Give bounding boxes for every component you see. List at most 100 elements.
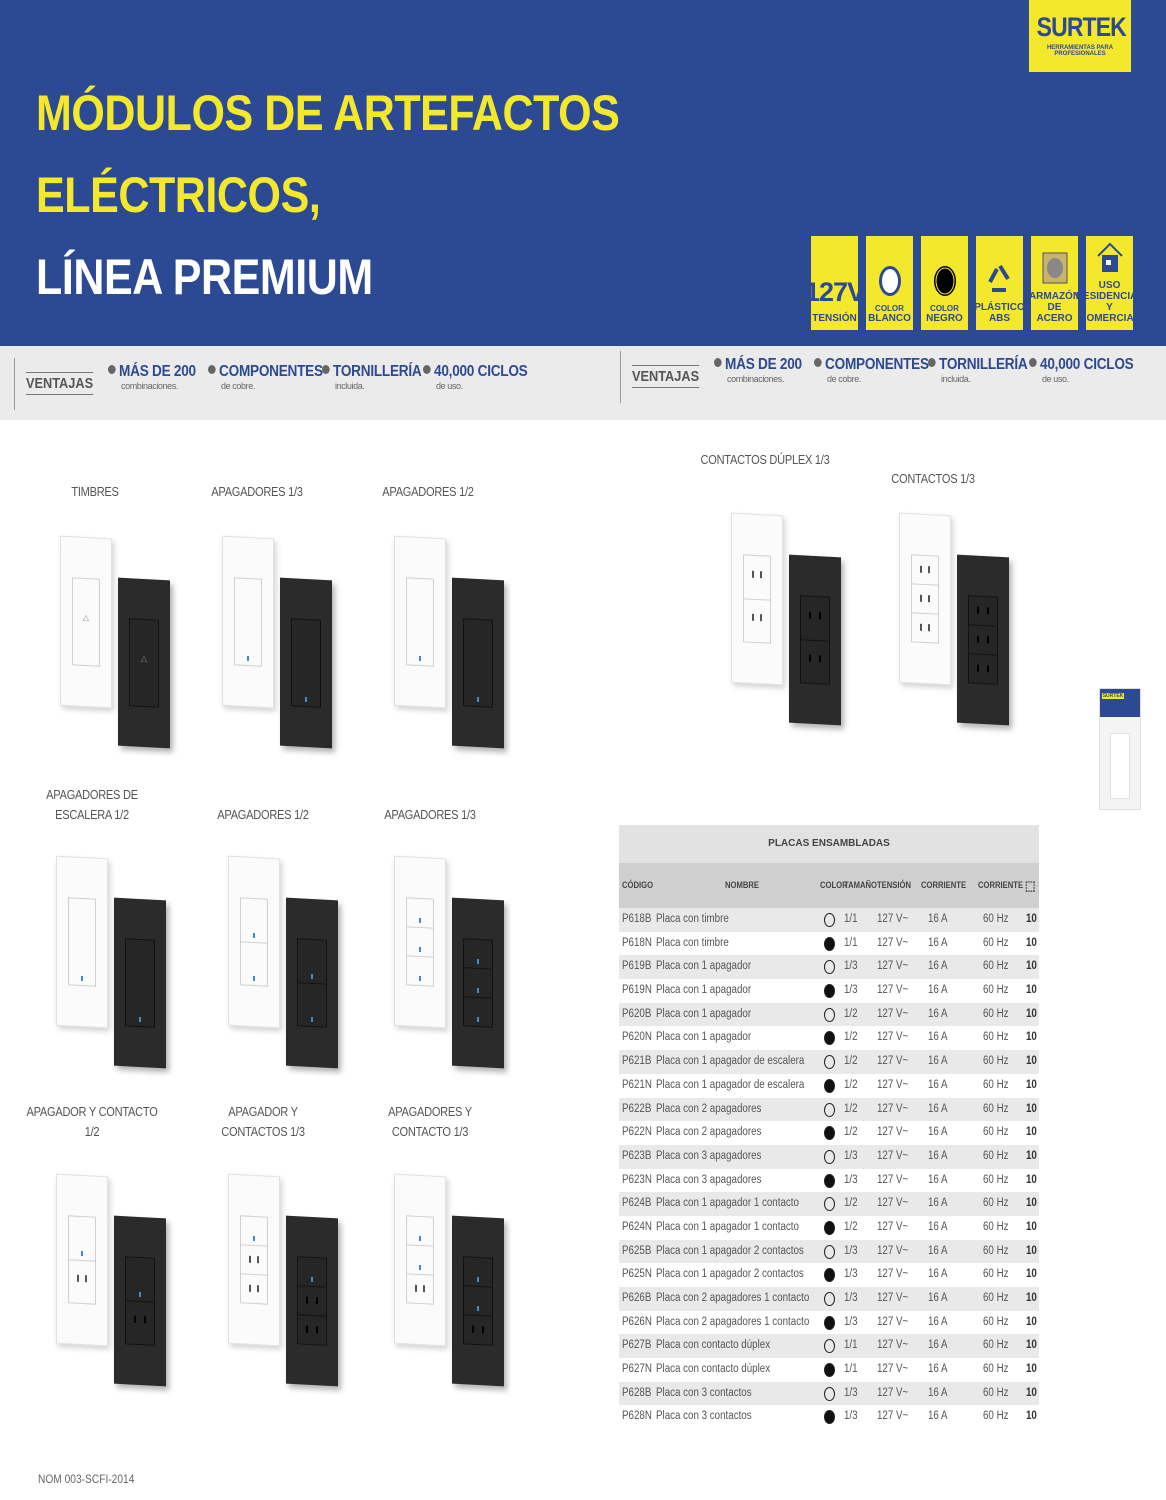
ventaja-desc: de cobre.: [221, 381, 255, 391]
cell-size: 1/2: [844, 1055, 858, 1068]
ventaja-item: TORNILLERÍA incluida.: [322, 363, 439, 391]
switch-module: [407, 927, 433, 958]
switch-module: [464, 1257, 492, 1288]
cell-size: 1/1: [844, 1363, 858, 1376]
table-row: P628B Placa con 3 contactos 1/3 127 V~ 16 A 6…: [619, 1381, 1039, 1406]
cell-current: 16 A: [928, 936, 948, 949]
module-frame: [743, 554, 771, 644]
black-plate: [114, 1215, 166, 1387]
cell-name: Placa con 1 apagador 2 contactos: [656, 1268, 804, 1281]
cell-size: 1/2: [844, 1078, 858, 1091]
cell-voltage: 127 V~: [877, 1410, 909, 1423]
black-circle-icon: [931, 264, 959, 298]
ventaja-desc: combinaciones.: [121, 381, 178, 391]
product-image: [56, 855, 176, 1072]
cell-name: Placa con 2 apagadores 1 contacto: [656, 1292, 810, 1304]
cell-name: Placa con 1 apagador: [656, 960, 752, 973]
product-image: [731, 512, 851, 729]
black-plate: [118, 577, 170, 749]
cell-current: 16 A: [928, 1055, 948, 1068]
column-header: TENSIÓN: [877, 880, 912, 890]
switch-module: [69, 1216, 95, 1262]
cell-voltage: 127 V~: [877, 1078, 909, 1091]
cell-frequency: 60 Hz: [983, 1386, 1009, 1399]
product-image: [228, 855, 348, 1072]
table-row: P621B Placa con 1 apagador de escalera 1/2…: [619, 1050, 1039, 1074]
cell-current: 16 A: [928, 1244, 948, 1257]
white-color-dot-icon: [824, 1055, 835, 1070]
ventaja-title: 40,000 CICLOS: [1029, 356, 1134, 374]
cell-code: P622B: [622, 1102, 652, 1115]
product-title: APAGADORES 1/3: [211, 484, 303, 499]
divider: [620, 351, 621, 403]
cell-qty: 10: [1026, 1102, 1037, 1115]
table-row: P620B Placa con 1 apagador 1/2 127 V~ 16 A 60…: [619, 1002, 1039, 1027]
switch-module: [126, 939, 154, 1027]
outlet-module: [801, 596, 829, 642]
white-color-dot-icon: [824, 1197, 835, 1212]
cell-frequency: 60 Hz: [983, 1363, 1009, 1376]
outlet-module: [969, 654, 997, 684]
cell-code: P620B: [622, 1007, 652, 1020]
module-frame: [911, 554, 939, 644]
table-row: P625N Placa con 1 apagador 2 contactos 1/3…: [619, 1263, 1039, 1287]
cell-frequency: 60 Hz: [983, 1410, 1009, 1423]
cell-code: P621N: [622, 1078, 652, 1091]
white-plate: [899, 512, 951, 686]
cell-frequency: 60 Hz: [983, 960, 1009, 973]
badge-label: ARMAZÓN DE ACERO: [1028, 291, 1081, 324]
cell-name: Placa con contacto dúplex: [656, 1363, 771, 1376]
white-plate: [222, 535, 274, 709]
black-plate: [957, 554, 1009, 726]
outlet-module: [241, 1245, 267, 1276]
cell-code: P623N: [622, 1173, 652, 1186]
cell-current: 16 A: [928, 1197, 948, 1210]
ventaja-desc: incluida.: [335, 381, 365, 391]
module-frame: [72, 577, 100, 667]
cell-voltage: 127 V~: [877, 1339, 909, 1352]
cell-name: Placa con contacto dúplex: [656, 1339, 771, 1352]
module-frame: [297, 938, 327, 1028]
module-frame: [129, 618, 159, 708]
white-color-dot-icon: [824, 1386, 835, 1401]
cell-qty: 10: [1026, 913, 1037, 925]
outlet-module: [298, 1315, 326, 1345]
cell-size: 1/3: [844, 1292, 858, 1304]
ventaja-item: 40,000 CICLOS de uso.: [1029, 356, 1152, 384]
module-frame: [68, 897, 96, 987]
ventaja-title: COMPONENTES: [208, 363, 323, 381]
cell-qty: 10: [1026, 1055, 1037, 1068]
cell-size: 1/1: [844, 936, 858, 949]
module-frame: [291, 618, 321, 708]
black-color-dot-icon: [824, 1220, 835, 1235]
ventaja-title: TORNILLERÍA: [322, 363, 422, 381]
module-frame: [240, 1215, 268, 1305]
ventaja-desc: combinaciones.: [727, 374, 784, 384]
black-color-dot-icon: [824, 1173, 835, 1188]
badge-pl-stico-abs: PLÁSTICO ABS: [974, 236, 1025, 330]
cell-frequency: 60 Hz: [983, 936, 1009, 949]
white-color-dot-icon: [824, 913, 835, 927]
cell-frequency: 60 Hz: [983, 1315, 1009, 1328]
cell-frequency: 60 Hz: [983, 913, 1009, 925]
cell-voltage: 127 V~: [877, 1386, 909, 1399]
cell-size: 1/3: [844, 1268, 858, 1281]
ventaja-desc: de cobre.: [827, 374, 861, 384]
switch-module: [407, 579, 433, 666]
cell-voltage: 127 V~: [877, 1197, 909, 1210]
cell-name: Placa con 2 apagadores: [656, 1126, 762, 1139]
cell-current: 16 A: [928, 1386, 948, 1399]
badge-label: NEGRO: [926, 313, 963, 324]
cell-code: P618N: [622, 936, 652, 949]
table-row: P619N Placa con 1 apagador 1/3 127 V~ 16 A 60…: [619, 979, 1039, 1003]
table-row: P624B Placa con 1 apagador 1 contacto 1/2 1…: [619, 1192, 1039, 1216]
ventaja-desc: de uso.: [436, 381, 463, 391]
cell-qty: 10: [1026, 1031, 1037, 1044]
switch-module: [298, 939, 326, 985]
outlet-module: [241, 1274, 267, 1303]
outlet-module: [969, 596, 997, 627]
ventaja-item: COMPONENTES de cobre.: [208, 363, 343, 391]
cell-name: Placa con 1 apagador 1 contacto: [656, 1197, 799, 1210]
ventaja-item: 40,000 CICLOS de uso.: [423, 363, 546, 391]
cell-code: P619B: [622, 960, 652, 973]
